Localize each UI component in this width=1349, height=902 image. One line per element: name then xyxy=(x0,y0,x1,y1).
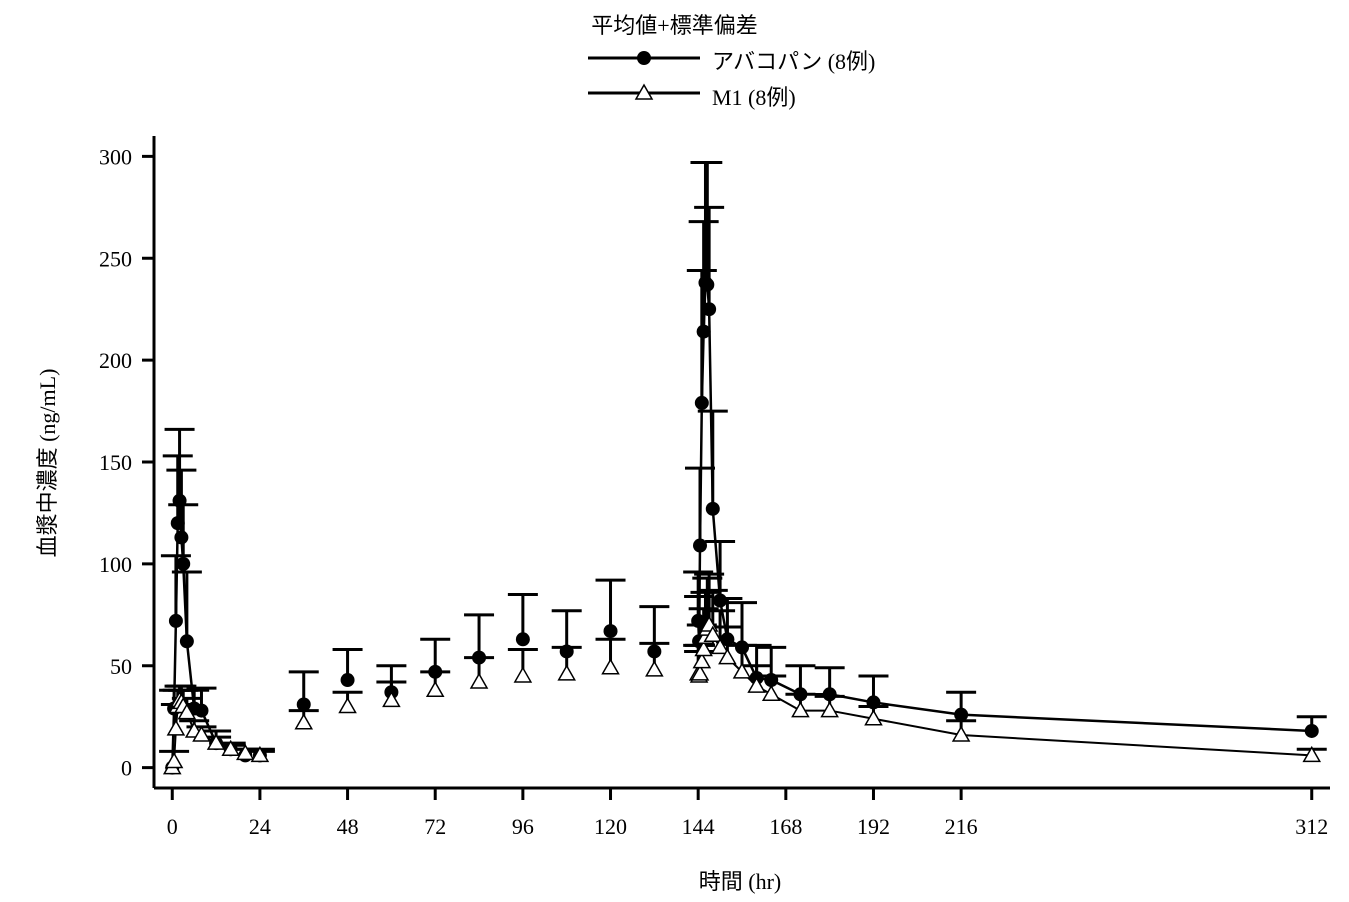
series-0-line-1 xyxy=(696,279,1312,733)
x-tick-label: 72 xyxy=(424,814,446,839)
legend-title: 平均値+標準偏差 xyxy=(591,13,758,38)
legend-marker-abacopan xyxy=(637,51,651,65)
data-point xyxy=(747,676,766,693)
data-point xyxy=(192,725,211,742)
legend-entry-abacopan: アバコパン (8例) xyxy=(712,49,876,74)
data-point xyxy=(515,632,530,647)
data-point xyxy=(472,650,487,665)
data-point xyxy=(691,613,706,628)
data-point xyxy=(793,687,808,702)
x-tick-label: 312 xyxy=(1295,814,1328,839)
data-point xyxy=(951,725,971,742)
data-point xyxy=(168,613,183,628)
y-tick-label: 200 xyxy=(99,348,132,373)
data-point xyxy=(425,680,445,697)
series-0-points xyxy=(165,275,1319,775)
series-1-points xyxy=(162,615,1322,775)
y-tick-label: 0 xyxy=(121,756,132,781)
data-point xyxy=(761,684,781,702)
data-point xyxy=(735,640,749,655)
data-point xyxy=(692,652,712,669)
data-point xyxy=(690,664,710,681)
data-point xyxy=(250,745,270,763)
x-tick-label: 144 xyxy=(682,814,715,839)
legend-marks xyxy=(588,51,700,100)
data-point xyxy=(194,703,209,718)
data-point xyxy=(864,709,883,726)
y-tick-label: 250 xyxy=(99,246,132,271)
series-0 xyxy=(171,279,1312,768)
x-tick-label: 192 xyxy=(857,814,890,839)
data-point xyxy=(866,695,881,710)
data-point xyxy=(340,673,355,688)
data-point xyxy=(174,530,189,545)
data-point xyxy=(1304,723,1319,738)
data-point xyxy=(647,644,662,659)
x-tick-label: 96 xyxy=(512,814,534,839)
data-point xyxy=(710,637,730,655)
data-point xyxy=(954,707,969,722)
data-point xyxy=(702,302,717,317)
data-point xyxy=(166,719,186,736)
data-point xyxy=(693,538,707,553)
data-point xyxy=(822,687,837,702)
legend-entry-m1: M1 (8例) xyxy=(712,85,796,110)
data-point xyxy=(221,739,240,757)
data-point xyxy=(177,703,197,720)
x-tick-label: 168 xyxy=(769,814,802,839)
data-point xyxy=(713,593,728,608)
y-tick-label: 100 xyxy=(99,552,132,577)
x-tick-label: 120 xyxy=(594,814,627,839)
series-layer xyxy=(159,160,1327,775)
data-point xyxy=(720,632,735,647)
data-point xyxy=(694,395,709,410)
y-tick-label: 150 xyxy=(99,450,132,475)
data-point xyxy=(469,672,489,689)
data-point xyxy=(172,493,187,508)
data-point xyxy=(557,664,576,681)
data-point xyxy=(382,690,401,708)
data-point xyxy=(791,701,810,718)
data-point xyxy=(206,733,226,750)
data-point xyxy=(559,644,574,659)
legend-marker-m1 xyxy=(634,83,654,100)
data-point xyxy=(296,697,311,712)
data-point xyxy=(700,277,715,292)
data-point xyxy=(338,696,357,714)
data-point xyxy=(513,666,533,683)
x-tick-label: 216 xyxy=(945,814,978,839)
data-point xyxy=(732,662,752,679)
data-point xyxy=(170,516,185,531)
data-point xyxy=(703,625,723,642)
data-point xyxy=(696,324,711,339)
axes: 0 50 100 150 200 250 300 0 24 48 72 96 120 144 168 192 2… xyxy=(99,136,1330,839)
data-point xyxy=(179,634,194,649)
data-point xyxy=(603,624,618,639)
data-point xyxy=(294,713,314,730)
y-tick-label: 300 xyxy=(99,144,132,169)
data-point xyxy=(1302,745,1322,763)
data-point xyxy=(820,701,839,718)
y-tick-label: 50 xyxy=(110,654,132,679)
data-point xyxy=(718,648,737,665)
x-tick-label: 24 xyxy=(249,814,271,839)
data-point xyxy=(601,658,620,675)
data-point xyxy=(164,752,184,769)
data-point xyxy=(176,556,191,571)
data-point xyxy=(764,673,779,688)
data-point xyxy=(428,664,443,679)
x-tick-label: 0 xyxy=(167,814,178,839)
data-point xyxy=(645,660,664,677)
x-axis-label: 時間 (hr) xyxy=(698,869,782,894)
data-point xyxy=(705,501,720,516)
data-point xyxy=(694,639,713,657)
x-tick-label: 48 xyxy=(337,814,359,839)
data-point xyxy=(236,743,255,761)
